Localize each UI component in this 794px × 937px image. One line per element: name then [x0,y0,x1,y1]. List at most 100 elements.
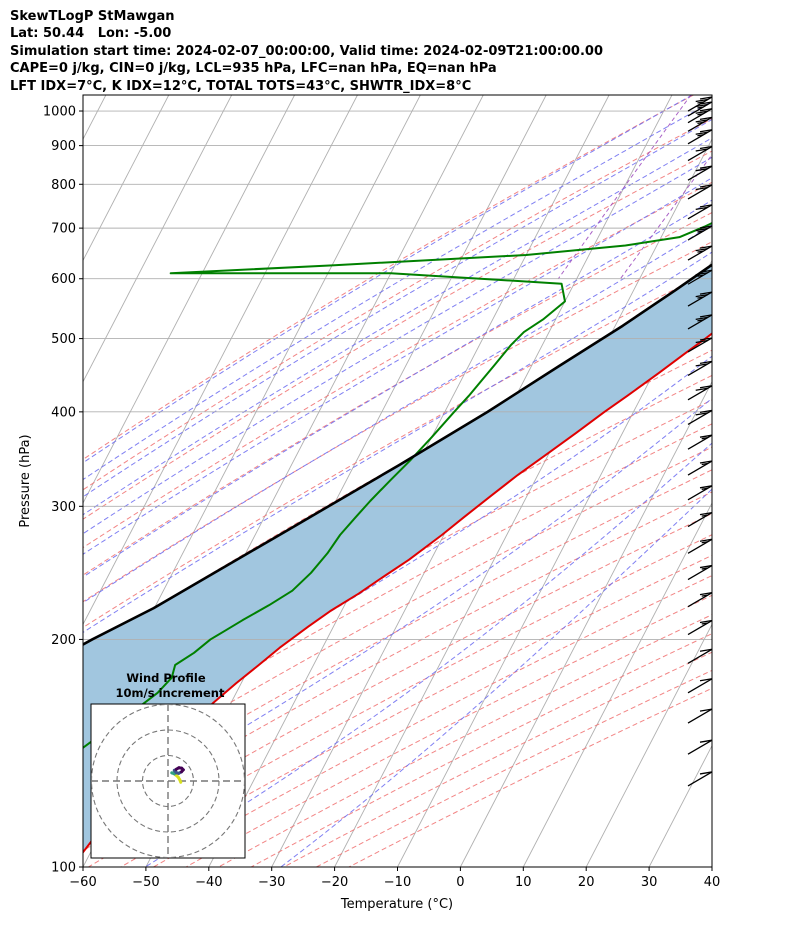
y-tick-label: 500 [51,332,76,347]
x-tick-label: −40 [195,875,222,890]
moist-adiabat-line [83,95,693,464]
pressure-gridlines [83,110,712,867]
wind-barb [687,619,713,636]
dewpoint-profile-line [83,221,712,749]
wind-barb [687,108,713,124]
x-tick-label: 30 [641,875,658,890]
chart-header: SkewTLogP StMawgan Lat: 50.44 Lon: -5.00… [10,8,603,95]
hodograph-segment [174,766,181,771]
wind-barb [687,337,713,353]
x-tick-label: −60 [69,875,96,890]
wind-barb [687,145,713,162]
isotherm-line [522,502,712,867]
isotherm-line [585,623,712,867]
isotherm-line [334,138,712,867]
x-axis-label: Temperature (°C) [340,897,453,912]
moist-adiabat-line [144,442,712,867]
wind-barb [687,96,713,112]
wind-barb [687,129,713,145]
dry-adiabat-line [218,614,712,867]
hodograph-title: Wind Profile [126,671,206,685]
wind-barb [687,245,713,261]
moist-adiabat-line [83,355,712,762]
x-tick-label: 40 [704,875,721,890]
wind-barb [687,409,713,425]
isotherm-line [83,95,358,626]
wind-barb [687,771,713,787]
wind-barb [687,204,713,220]
dry-adiabat-line [83,212,712,576]
dry-adiabat-line [120,554,712,867]
x-axis-ticks: −60 −50 −40 −30 −20 −10 0 10 20 30 40 [69,867,720,890]
y-tick-label: 300 [51,500,76,515]
moist-adiabat-line [83,224,712,604]
wind-barb [687,434,713,450]
wind-barb [687,225,713,241]
wind-barb [687,564,713,581]
wind-barb [687,269,713,285]
mixing-ratio-line [620,153,712,280]
wind-barb [687,101,713,117]
wind-barb [687,511,713,528]
x-tick-label: −30 [258,875,285,890]
dry-adiabat-line [83,95,694,461]
wind-barb [687,360,713,376]
dry-adiabat-line [316,669,712,867]
wind-barb [687,165,713,181]
mixing-ratio-line [557,95,692,280]
wind-barb [687,708,713,724]
wind-barb [687,739,713,755]
y-tick-label: 800 [51,178,76,193]
y-tick-label: 700 [51,222,76,237]
dry-adiabat-line [250,633,712,867]
y-axis-ticks: 100 200 300 400 500 600 700 800 900 1000 [43,105,83,876]
isotherm-line [83,95,233,383]
wind-barb [687,184,713,200]
x-tick-label: −20 [321,875,348,890]
isotherm-line [83,95,170,262]
y-tick-label: 100 [51,861,76,876]
y-tick-label: 400 [51,405,76,420]
dry-adiabat-line [348,687,712,867]
hodograph-inset: Wind Profile 10m/s increment [90,671,246,859]
stability-indices: LFT IDX=7°C, K IDX=12°C, TOTAL TOTS=43°C… [10,78,472,94]
wind-barb [687,485,713,501]
wind-barb [687,592,713,608]
moist-adiabat-line [83,251,712,634]
x-tick-label: −50 [132,875,159,890]
wind-barb [687,291,713,307]
wind-barb [687,314,713,330]
moist-adiabat-line [83,156,712,535]
moist-adiabat-line [83,199,712,578]
x-tick-label: 10 [515,875,532,890]
dry-adiabat-line [153,575,712,867]
hodograph-increment: 10m/s increment [116,686,225,700]
x-tick-label: 0 [456,875,464,890]
moist-adiabat-line [83,177,712,555]
station-coordinates: Lat: 50.44 Lon: -5.00 [10,26,172,42]
wind-barb [687,460,713,476]
dry-adiabat-line [185,594,712,867]
wind-barb [687,678,713,694]
parcel-profile-line [83,263,712,647]
y-axis-label: Pressure (hPa) [18,434,33,527]
wind-barb [687,116,713,132]
isotherm-line [648,744,712,867]
dry-adiabat-line [83,469,712,811]
x-tick-label: −10 [384,875,411,890]
title-station: SkewTLogP StMawgan [10,9,175,24]
dry-adiabat-line [88,534,712,867]
hodograph-plot [91,704,245,858]
moist-adiabat-line [83,118,712,498]
wind-barb [687,648,713,664]
y-tick-label: 900 [51,139,76,154]
moist-adiabat-line [83,100,712,481]
x-tick-label: 20 [578,875,595,890]
convective-params: CAPE=0 j/kg, CIN=0 j/kg, LCL=935 hPa, LF… [10,61,497,77]
isotherm-line [711,866,712,867]
wind-barb [687,538,713,554]
isotherm-line [460,380,712,867]
wind-barb [687,385,713,401]
hodograph-ring [91,704,245,858]
